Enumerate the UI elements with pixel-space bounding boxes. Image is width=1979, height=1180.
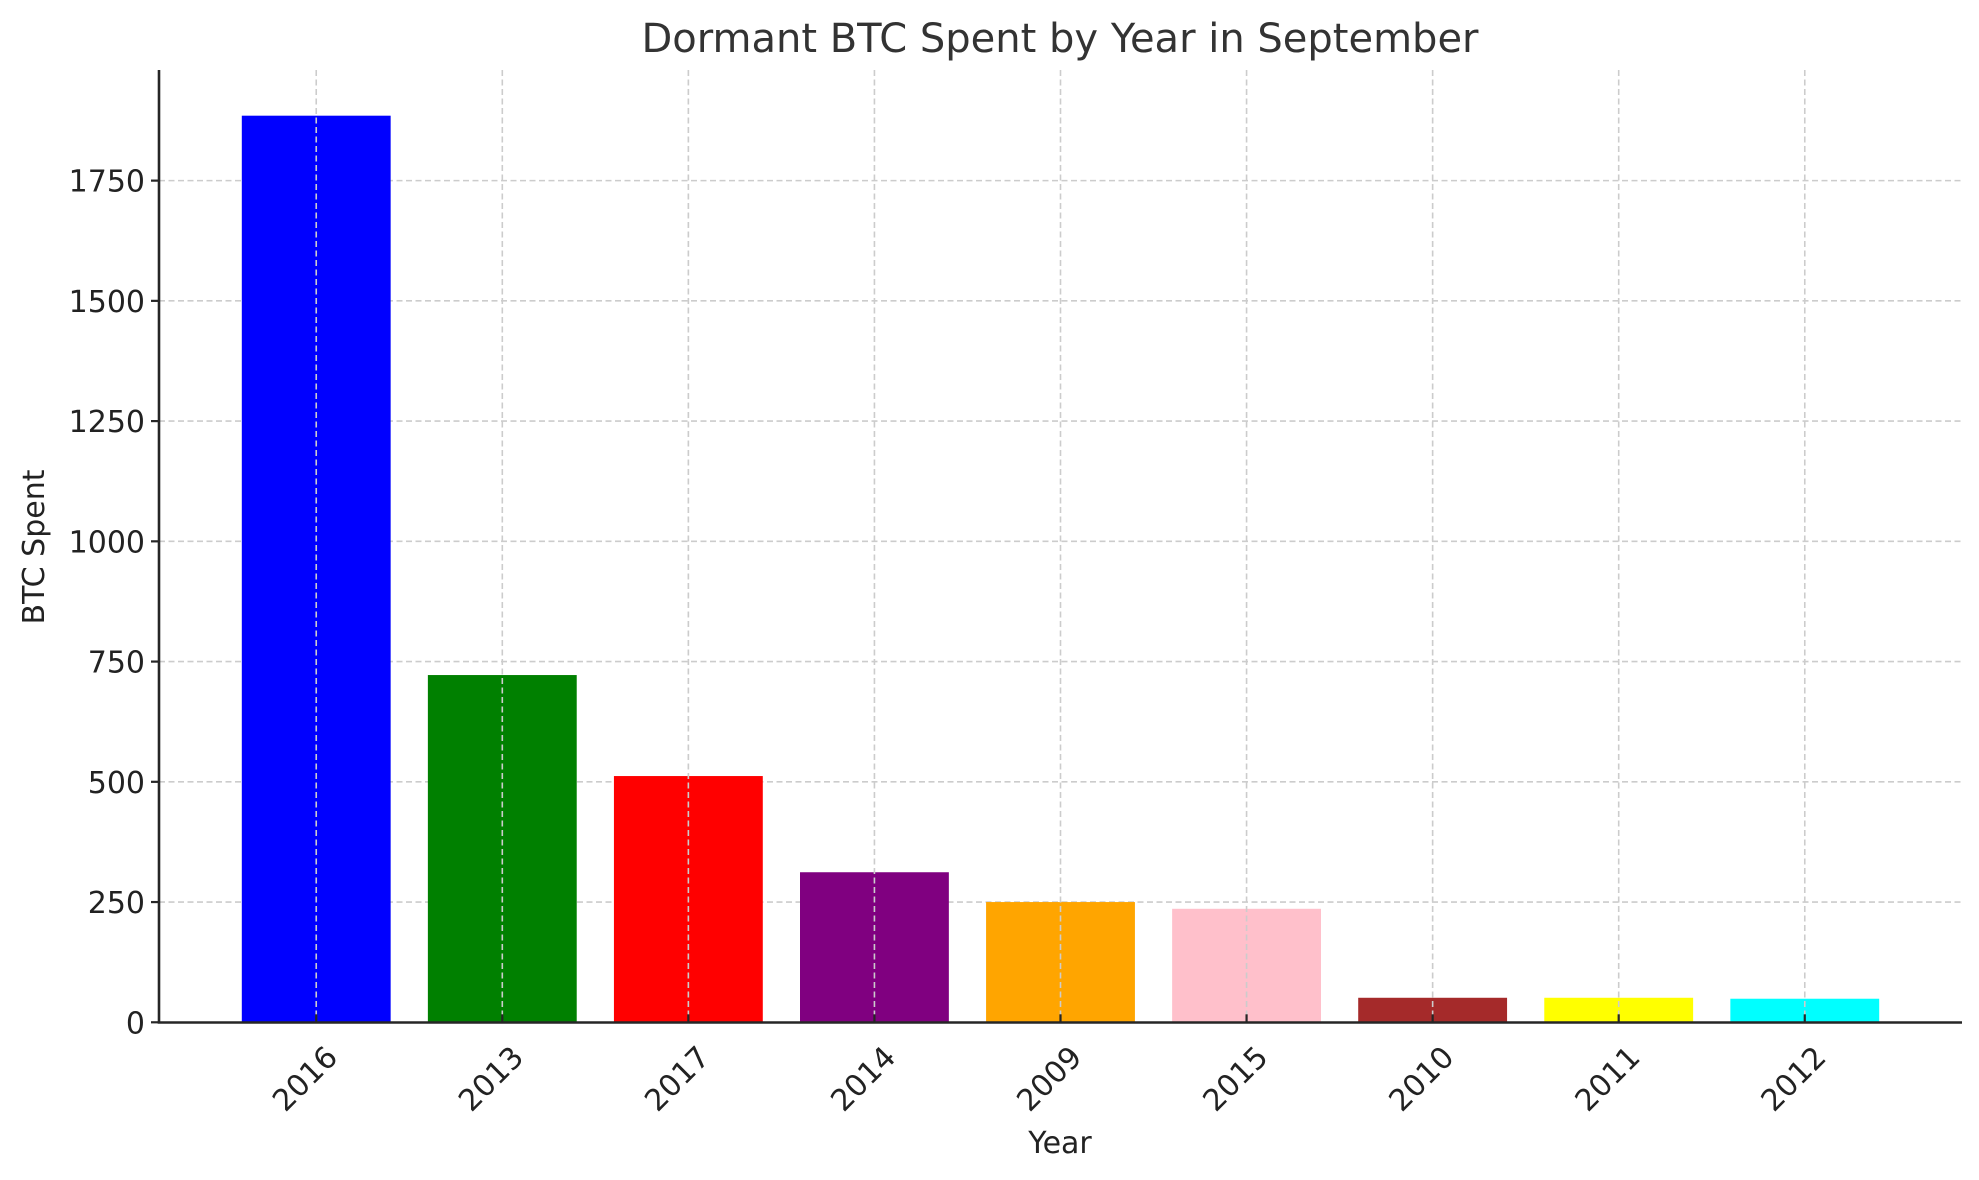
x-axis-label: Year <box>1027 1126 1092 1161</box>
x-tick-label: 2014 <box>824 1040 903 1119</box>
x-tick-label: 2016 <box>266 1040 345 1119</box>
x-tick-label: 2012 <box>1755 1040 1834 1119</box>
x-tick-label: 2010 <box>1383 1040 1462 1119</box>
x-tick-label: 2011 <box>1569 1040 1648 1119</box>
x-tick-label: 2009 <box>1010 1040 1089 1119</box>
y-tick-label: 750 <box>88 646 145 681</box>
x-tick-label: 2017 <box>638 1040 717 1119</box>
y-tick-label: 1000 <box>69 525 145 560</box>
y-tick-label: 250 <box>88 886 145 921</box>
bars <box>241 115 1880 1023</box>
x-tick-label: 2013 <box>452 1040 531 1119</box>
x-ticks: 2016 2013 2017 2014 2009 2015 2010 2011 2012 <box>266 1014 1834 1119</box>
y-axis-label: BTC Spent <box>17 469 52 624</box>
y-tick-label: 1500 <box>69 285 145 320</box>
y-ticks: 0 250 500 750 1000 1250 1500 1750 <box>69 165 159 1041</box>
y-tick-label: 0 <box>126 1006 145 1041</box>
y-tick-label: 1750 <box>69 165 145 200</box>
y-tick-label: 500 <box>88 766 145 801</box>
x-tick-label: 2015 <box>1196 1040 1275 1119</box>
vertical-grid-lines <box>315 70 1806 1023</box>
y-tick-label: 1250 <box>69 405 145 440</box>
chart-title: Dormant BTC Spent by Year in September <box>641 16 1479 62</box>
